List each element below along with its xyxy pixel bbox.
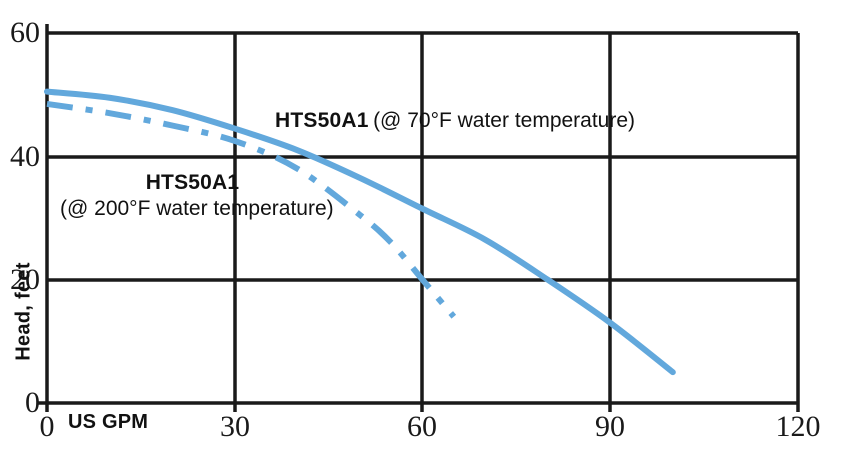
y-tick-label-0: 0 — [25, 386, 40, 419]
annotation-hts50a1-200f: HTS50A1 (@ 200°F water temperature) — [60, 170, 334, 221]
y-tick-label-40: 40 — [10, 140, 40, 173]
y-axis-title: Head, feet — [12, 262, 35, 361]
y-tick-label-60: 60 — [10, 16, 40, 49]
x-tick-label-60: 60 — [407, 410, 437, 443]
x-tick-label-120: 120 — [775, 410, 821, 443]
annotation-cold-name: HTS50A1 — [145, 171, 240, 194]
y-tick-label-20: 20 — [10, 263, 40, 296]
x-tick-label-30: 30 — [220, 410, 250, 443]
annotation-cold-detail: (@ 200°F water temperature) — [60, 196, 334, 220]
x-tick-label-0: 0 — [39, 410, 55, 443]
x-tick-label-90: 90 — [595, 410, 625, 443]
x-axis-title: US GPM — [68, 411, 149, 433]
curve-hts50a1-70f — [44, 88, 676, 376]
curve-hts50a1-200f — [46, 100, 457, 319]
annotation-hts50a1-70f: HTS50A1 (@ 70°F water temperature) — [275, 108, 635, 134]
annotation-hot-name: HTS50A1 — [275, 109, 369, 132]
annotation-hot-detail: (@ 70°F water temperature) — [373, 109, 636, 132]
